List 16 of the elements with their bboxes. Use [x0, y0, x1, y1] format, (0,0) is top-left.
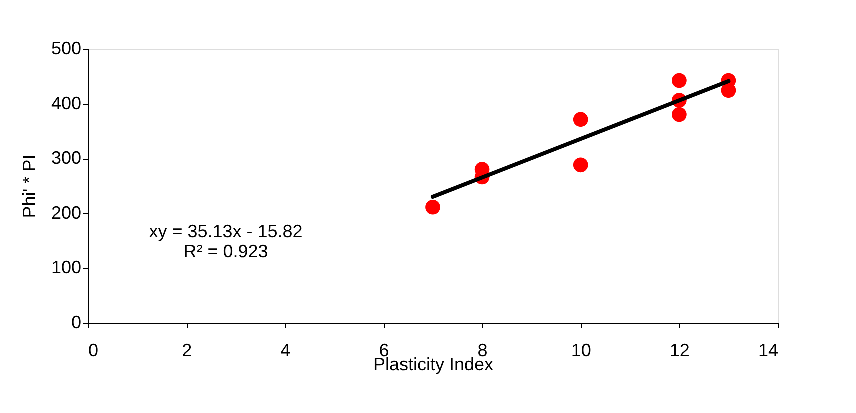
x-tick-label: 4	[280, 340, 291, 360]
y-tick-label: 0	[71, 312, 82, 332]
y-tick-label: 400	[51, 93, 82, 114]
y-tick-label: 300	[51, 148, 82, 168]
y-tick-label: 500	[51, 38, 82, 58]
y-tick-label: 200	[51, 202, 82, 223]
x-tick-label: 10	[571, 340, 592, 360]
y-axis-title: Phi' * PI	[19, 154, 40, 218]
x-tick-label: 0	[88, 340, 99, 360]
y-tick-label: 100	[51, 258, 82, 278]
x-tick-label: 2	[182, 340, 192, 360]
x-tick-label: 14	[758, 340, 778, 360]
x-tick-label: 12	[670, 340, 690, 360]
x-tick-label: 8	[478, 340, 488, 360]
annotation: R² = 0.923	[184, 242, 268, 262]
annotation: xy = 35.13x - 15.82	[149, 222, 303, 242]
